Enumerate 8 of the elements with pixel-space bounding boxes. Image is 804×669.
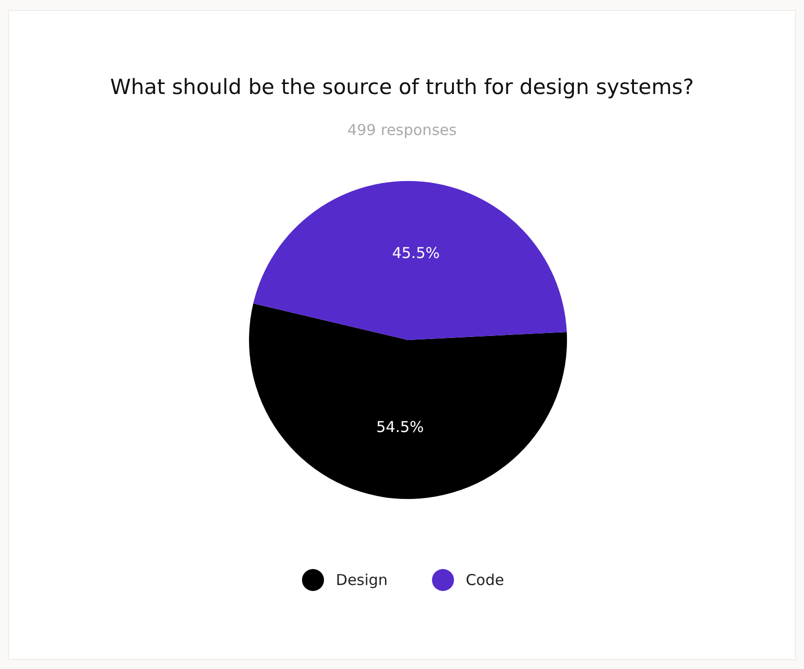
data-label: 45.5% <box>392 244 440 262</box>
chart-subtitle: 499 responses <box>346 121 458 139</box>
legend-label: Design <box>336 571 388 589</box>
pie-slice <box>253 181 567 340</box>
pie-slice <box>249 303 567 499</box>
legend-label: Code <box>466 571 504 589</box>
data-label: 54.5% <box>376 418 424 436</box>
chart-title: What should be the source of truth for design systems? <box>109 75 695 99</box>
